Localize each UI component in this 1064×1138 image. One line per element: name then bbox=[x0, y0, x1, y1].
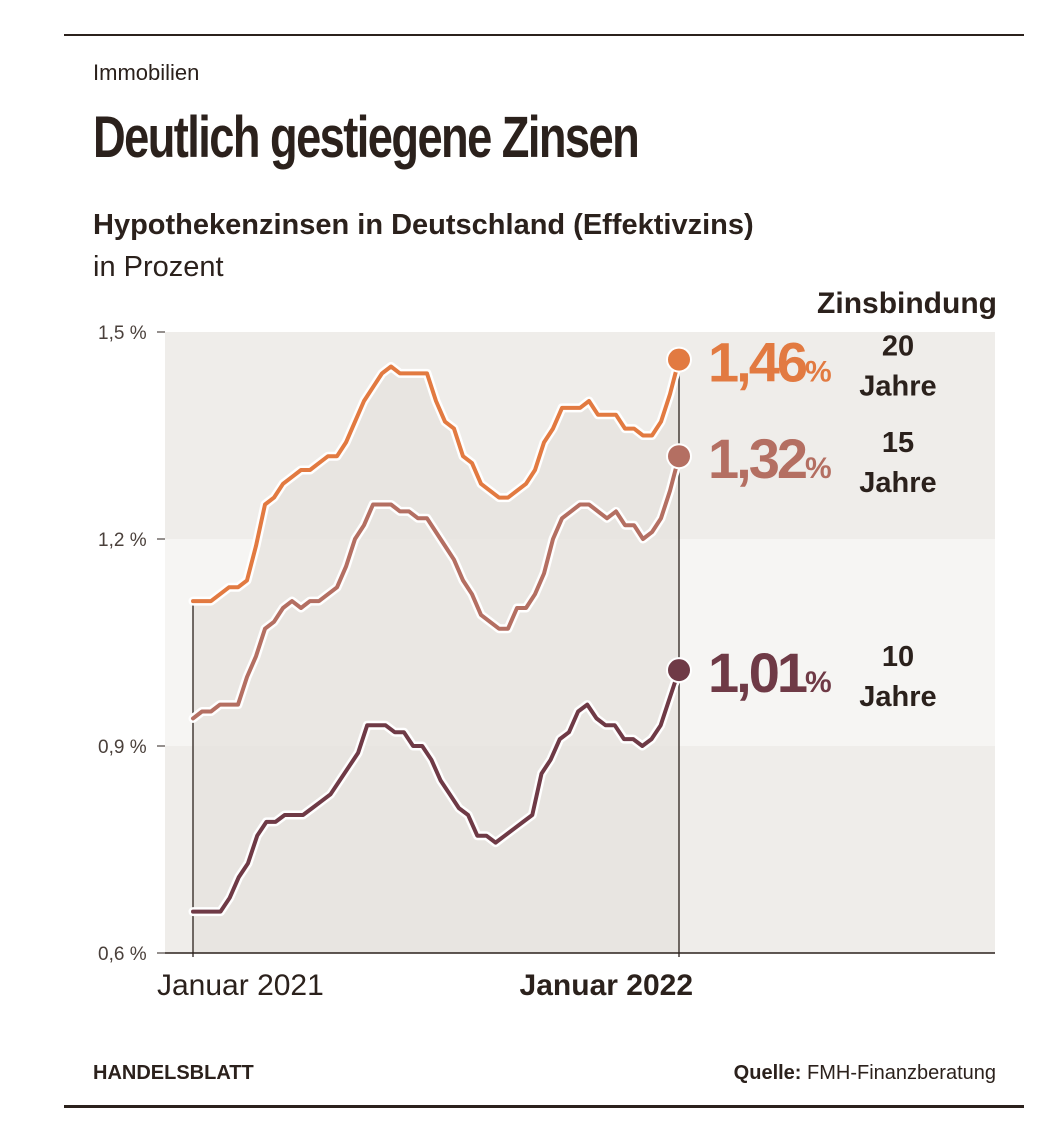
kicker: Immobilien bbox=[93, 60, 200, 85]
top-rule bbox=[64, 34, 1024, 36]
chart-unit: in Prozent bbox=[93, 251, 224, 283]
series-label-bottom: Jahre bbox=[859, 681, 936, 713]
series-line-0 bbox=[191, 357, 681, 604]
end-point-marker bbox=[668, 348, 690, 371]
series-line-1 bbox=[191, 454, 681, 721]
y-tick-label: 0,9 % bbox=[98, 737, 147, 758]
end-value-label: 1,46% bbox=[708, 331, 832, 394]
series-label-bottom: Jahre bbox=[859, 467, 936, 499]
series-label-top: 15 bbox=[882, 427, 914, 459]
series-label-top: 20 bbox=[882, 331, 914, 363]
x-tick-label: Januar 2021 bbox=[157, 969, 324, 1002]
x-tick-label: Januar 2022 bbox=[520, 969, 693, 1002]
series-label-top: 10 bbox=[882, 641, 914, 673]
end-point-marker bbox=[668, 445, 690, 468]
y-tick-label: 0,6 % bbox=[98, 944, 147, 965]
series-line-2 bbox=[191, 668, 681, 914]
series-label-bottom: Jahre bbox=[859, 371, 936, 403]
end-value-label: 1,01% bbox=[708, 641, 832, 704]
chart-subtitle: Hypothekenzinsen in Deutschland (Effekti… bbox=[93, 209, 754, 241]
brand-logo-text: HANDELSBLATT bbox=[93, 1062, 254, 1084]
source-label: Quelle: bbox=[733, 1062, 802, 1084]
source-credit: Quelle: FMH-Finanzberatung bbox=[734, 1062, 996, 1085]
legend-title: Zinsbindung bbox=[817, 287, 997, 320]
source-name: FMH-Finanzberatung bbox=[807, 1062, 996, 1084]
bottom-rule bbox=[64, 1105, 1024, 1108]
y-tick-label: 1,5 % bbox=[98, 323, 147, 344]
end-value-label: 1,32% bbox=[708, 427, 832, 490]
headline: Deutlich gestiegene Zinsen bbox=[93, 105, 640, 170]
y-tick-label: 1,2 % bbox=[98, 530, 147, 551]
end-point-marker bbox=[668, 659, 690, 682]
